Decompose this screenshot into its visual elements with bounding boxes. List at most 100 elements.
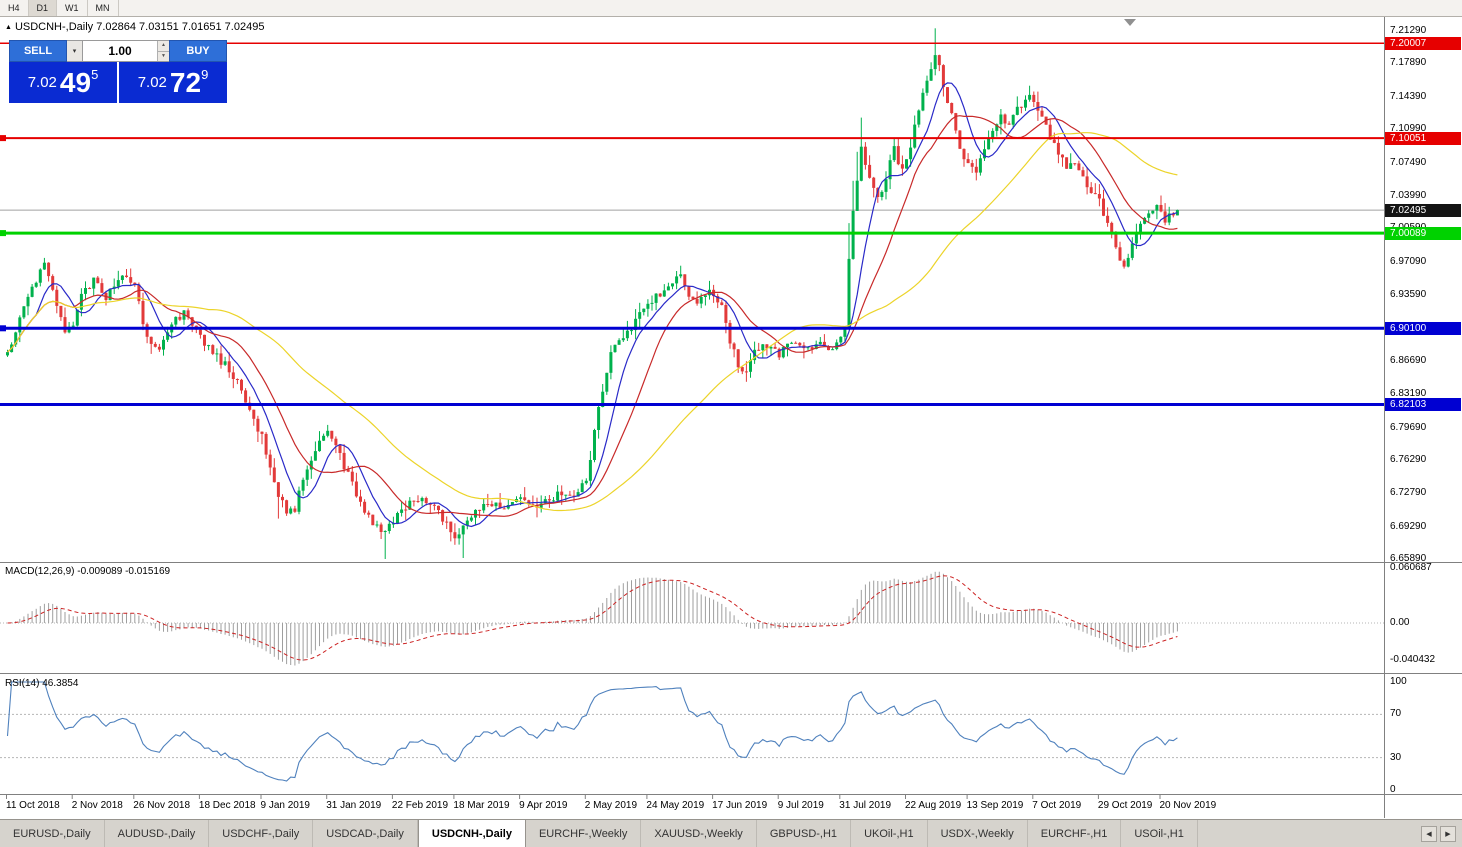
date-axis-label[interactable]: 7 Oct 2019 [1032,800,1082,811]
hline-anchor[interactable] [0,135,6,142]
date-axis-label[interactable]: 17 Jun 2019 [712,800,768,811]
buy-price-display[interactable]: 7.02 72 9 [119,62,227,103]
chart-tab-usdcnh-daily[interactable]: USDCNH-,Daily [417,820,526,847]
price-axis-label[interactable]: 7.21290 [1390,25,1427,36]
hline-anchor[interactable] [0,325,6,332]
chart-tab-usoil-h1[interactable]: USOil-,H1 [1121,820,1198,847]
price-axis-label[interactable]: 6.83190 [1390,388,1427,400]
chart-marker-icon: ▲ [5,23,12,31]
macd-scale-label[interactable]: -0.040432 [1390,653,1436,665]
date-axis-label[interactable]: 18 Mar 2019 [453,800,510,811]
date-axis-label[interactable]: 26 Nov 2018 [133,800,191,811]
chart-tab-usdx-weekly[interactable]: USDX-,Weekly [928,820,1028,847]
date-axis-label[interactable]: 9 Jan 2019 [260,800,311,811]
date-axis-label[interactable]: 2 May 2019 [584,800,638,811]
sell-button[interactable]: SELL [9,40,67,62]
sell-price-base: 7.02 [27,74,57,91]
price-axis-label[interactable]: 7.10990 [1390,123,1427,135]
price-axis-label[interactable]: 7.14390 [1390,90,1427,102]
date-axis-label[interactable]: 31 Jan 2019 [326,800,382,811]
macd-scale-label[interactable]: 0.060687 [1390,562,1432,573]
macd-indicator-label: MACD(12,26,9) -0.009089 -0.015169 [5,566,170,577]
macd-name: MACD(12,26,9) [5,566,75,577]
price-level-badge: 6.82103 [1385,398,1461,411]
date-axis-label[interactable]: 13 Sep 2019 [966,800,1024,811]
buy-price-pips: 72 [169,66,202,98]
date-axis-label[interactable]: 22 Feb 2019 [391,800,449,811]
date-axis-label[interactable]: 11 Oct 2018 [6,800,60,811]
tab-scroll-arrows: ◀ ▶ [1415,820,1462,847]
volume-increase-button[interactable]: ▲ [158,41,169,52]
volume-field-wrapper: ▲ ▼ [83,40,169,62]
ma-50-line [7,132,1178,512]
date-axis-label[interactable]: 9 Jul 2019 [777,800,824,811]
date-axis-label[interactable]: 24 May 2019 [646,800,705,811]
rsi-scale-label[interactable]: 0 [1390,784,1396,795]
hline-anchor[interactable] [0,230,6,237]
chart-tab-xauusd-weekly[interactable]: XAUUSD-,Weekly [641,820,757,847]
chart-shift-marker[interactable] [1124,19,1136,26]
rsi-panel-series [0,681,1384,782]
volume-spinner: ▲ ▼ [157,41,169,61]
price-axis-label[interactable]: 6.65890 [1390,553,1427,564]
chart-tab-eurchf-h1[interactable]: EURCHF-,H1 [1028,820,1122,847]
price-level-badge: 7.20007 [1385,36,1461,50]
timeframe-button-w1[interactable]: W1 [57,0,88,16]
rsi-value: 46.3854 [42,678,79,689]
price-axis-label[interactable]: 6.93590 [1390,289,1427,300]
date-axis-label[interactable]: 20 Nov 2019 [1159,800,1217,811]
chart-tab-ukoil-h1[interactable]: UKOil-,H1 [851,820,928,847]
rsi-scale-label[interactable]: 30 [1390,751,1402,763]
sell-price-pips: 49 [59,66,92,98]
chart-tab-audusd-daily[interactable]: AUDUSD-,Daily [105,820,210,847]
candlestick-series [6,28,1179,559]
rsi-name: RSI(14) [5,678,40,689]
tabs-scroll-left-button[interactable]: ◀ [1421,825,1437,842]
chart-tabs-bar: EURUSD-,Daily AUDUSD-,Daily USDCHF-,Daily U… [0,819,1462,847]
date-axis-label[interactable]: 2 Nov 2018 [71,800,123,811]
timeframe-button-h4[interactable]: H4 [0,0,29,16]
volume-dropdown-button[interactable]: ▾ [67,40,83,62]
date-axis-label[interactable]: 31 Jul 2019 [839,800,892,811]
volume-decrease-button[interactable]: ▼ [158,51,169,61]
date-axis-label[interactable]: 22 Aug 2019 [905,800,962,811]
buy-button[interactable]: BUY [169,40,227,62]
timeframe-button-mn[interactable]: MN [88,0,119,16]
ma-8-line [7,82,1178,528]
tabs-scroll-right-button[interactable]: ▶ [1440,825,1456,842]
rsi-scale-label[interactable]: 70 [1390,708,1402,720]
macd-scale-label[interactable]: 0.00 [1390,617,1410,628]
chart-title-text: USDCNH-,Daily 7.02864 7.03151 7.01651 7.… [14,21,265,33]
price-axis-label[interactable]: 6.76290 [1390,453,1427,465]
date-axis-label[interactable]: 29 Oct 2019 [1097,800,1153,811]
price-level-badge: 7.10051 [1385,131,1461,145]
chart-tab-usdchf-daily[interactable]: USDCHF-,Daily [209,820,314,847]
chart-tab-usdcad-daily[interactable]: USDCAD-,Daily [313,820,418,847]
timeframe-button-d1[interactable]: D1 [28,0,58,16]
price-axis-label[interactable]: 6.72790 [1390,487,1427,499]
macd-panel-series [0,571,1384,666]
date-axis-label[interactable]: 9 Apr 2019 [519,800,568,811]
sell-price-display[interactable]: 7.02 49 5 [9,62,117,103]
price-axis-label[interactable]: 7.03990 [1390,189,1427,201]
price-axis-label[interactable]: 6.79690 [1390,421,1427,433]
price-axis-label[interactable]: 6.97090 [1390,255,1427,267]
price-axis-label[interactable]: 7.07490 [1390,156,1427,168]
chart-title: ▲ USDCNH-,Daily 7.02864 7.03151 7.01651 … [5,21,264,33]
price-axis-label[interactable]: 6.86690 [1390,354,1427,366]
sell-price-point: 5 [91,67,99,82]
chart-tab-gbpusd-h1[interactable]: GBPUSD-,H1 [757,820,852,847]
current-price-badge: 7.02495 [1385,203,1461,217]
rsi-scale-label[interactable]: 100 [1390,676,1407,687]
chart-tab-eurchf-weekly[interactable]: EURCHF-,Weekly [526,820,642,847]
chart-tab-eurusd-daily[interactable]: EURUSD-,Daily [0,820,105,847]
date-axis-label[interactable]: 18 Dec 2018 [198,800,256,811]
buy-price-point: 9 [201,67,209,82]
tabs-strip: EURUSD-,Daily AUDUSD-,Daily USDCHF-,Daily U… [0,820,1415,847]
volume-input[interactable] [83,41,169,61]
rsi-indicator-label: RSI(14) 46.3854 [5,678,78,689]
price-axis-label[interactable]: 6.69290 [1390,520,1427,532]
price-axis-label[interactable]: 7.17890 [1390,57,1427,69]
